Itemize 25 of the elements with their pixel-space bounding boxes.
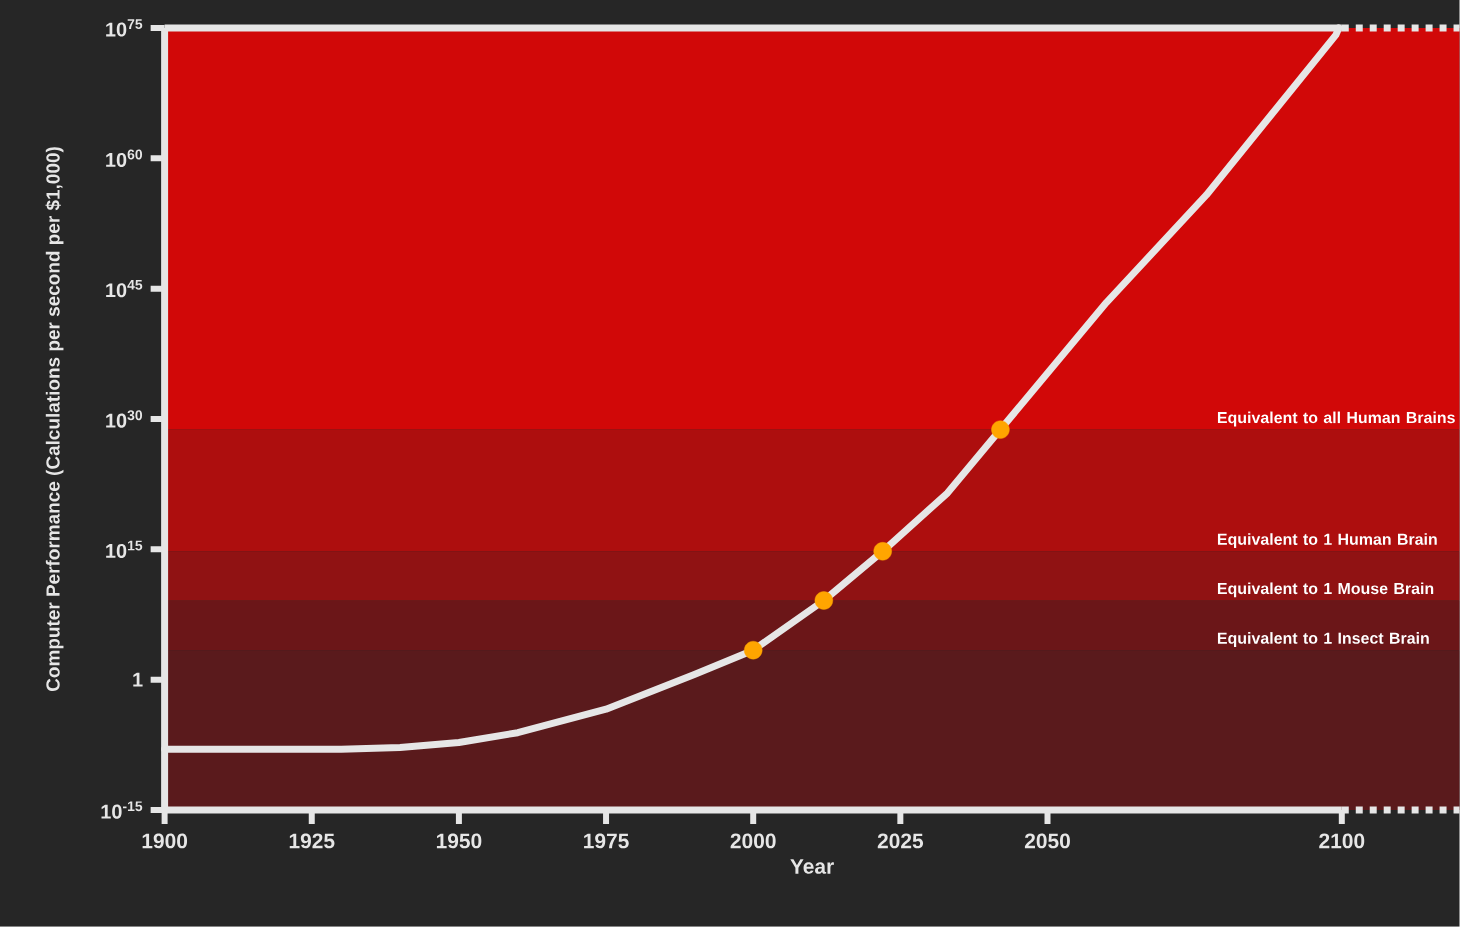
y-tick-label: 10$^{30}$ <box>106 410 143 428</box>
x-tick-label: 2025 <box>877 833 924 849</box>
x-tick-label: 2050 <box>1024 833 1070 849</box>
y-tick-label: 1 <box>133 672 143 687</box>
y-axis-title: Computer Performance (Calculations per second per $1,000) <box>45 147 64 692</box>
band-label: Equivalent to 1 Mouse Brain <box>1217 582 1434 598</box>
x-axis-title: Year <box>790 859 834 874</box>
x-tick-label: 2000 <box>730 833 776 849</box>
x-tick-label: 1900 <box>142 833 188 849</box>
point <box>873 542 892 561</box>
band-label: Equivalent to 1 Human Brain <box>1217 533 1437 549</box>
band-label: Equivalent to all Human Brains <box>1217 411 1455 427</box>
point <box>814 591 834 610</box>
y-tick-label: 10$^{75}$ <box>106 19 143 37</box>
x-tick-label: 1975 <box>584 833 629 849</box>
y-tick-label: 10$^{60}$ <box>106 149 143 168</box>
band-label: Equivalent to 1 Insect Brain <box>1217 632 1429 648</box>
y-tick-label: 10$^{15}$ <box>106 540 143 559</box>
y-tick-label: 10$^{45}$ <box>106 280 143 298</box>
point <box>744 641 763 660</box>
point <box>991 420 1010 439</box>
y-tick-label: 10$^{-15}$ <box>101 801 143 819</box>
x-tick-label: 1950 <box>436 833 482 849</box>
x-tick-label: 1925 <box>289 833 335 849</box>
x-tick-label: 2100 <box>1319 833 1365 849</box>
